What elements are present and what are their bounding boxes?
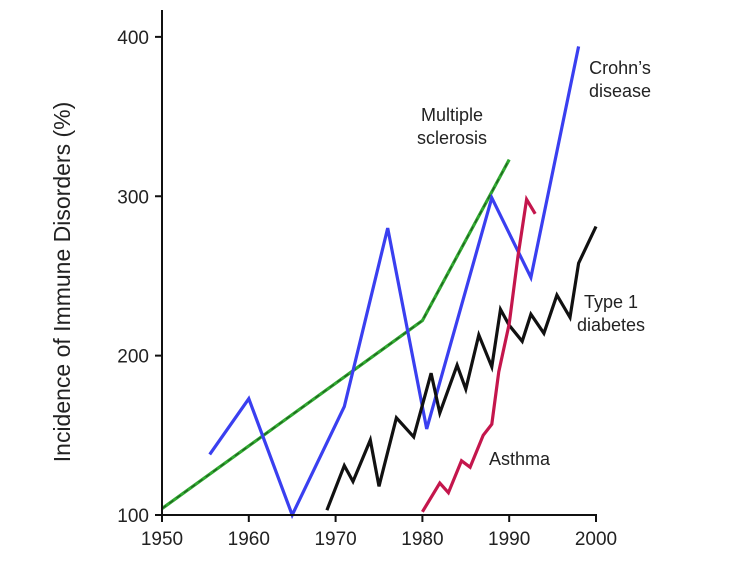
series-label-crohn-s-disease: Crohn’s disease — [589, 58, 651, 101]
ticks-layer: 1950 1960 1970 1980 1990 2000 100 200 300 400 — [117, 28, 617, 550]
x-tick-label: 1980 — [401, 529, 443, 550]
y-axis-label: Incidence of Immune Disorders (%) — [49, 102, 75, 462]
x-tick-label: 2000 — [575, 529, 617, 550]
y-tick-label: 100 — [117, 506, 149, 527]
series-line-type-1-diabetes — [325, 225, 598, 511]
x-tick-label: 1990 — [488, 529, 530, 550]
series-line-multiple-sclerosis — [161, 158, 511, 510]
y-tick-label: 200 — [117, 347, 149, 368]
series-line-overlay — [161, 159, 510, 510]
series-label-multiple-sclerosis: Multiple sclerosis — [417, 105, 487, 148]
series-line-asthma — [421, 194, 537, 513]
series-layer — [161, 46, 598, 520]
y-tick-label: 400 — [117, 28, 149, 49]
x-tick-label: 1970 — [314, 529, 356, 550]
x-tick-label: 1960 — [228, 529, 270, 550]
axes-layer — [161, 10, 597, 516]
y-tick-label: 300 — [117, 187, 149, 208]
series-labels: Multiple sclerosis Crohn’s disease Type 1 dia… — [417, 58, 651, 469]
x-tick-label: 1950 — [141, 529, 183, 550]
series-label-type-1-diabetes: Type 1 diabetes — [577, 292, 645, 335]
series-line-crohn-s-disease — [208, 46, 581, 520]
series-label-asthma: Asthma — [489, 449, 551, 469]
